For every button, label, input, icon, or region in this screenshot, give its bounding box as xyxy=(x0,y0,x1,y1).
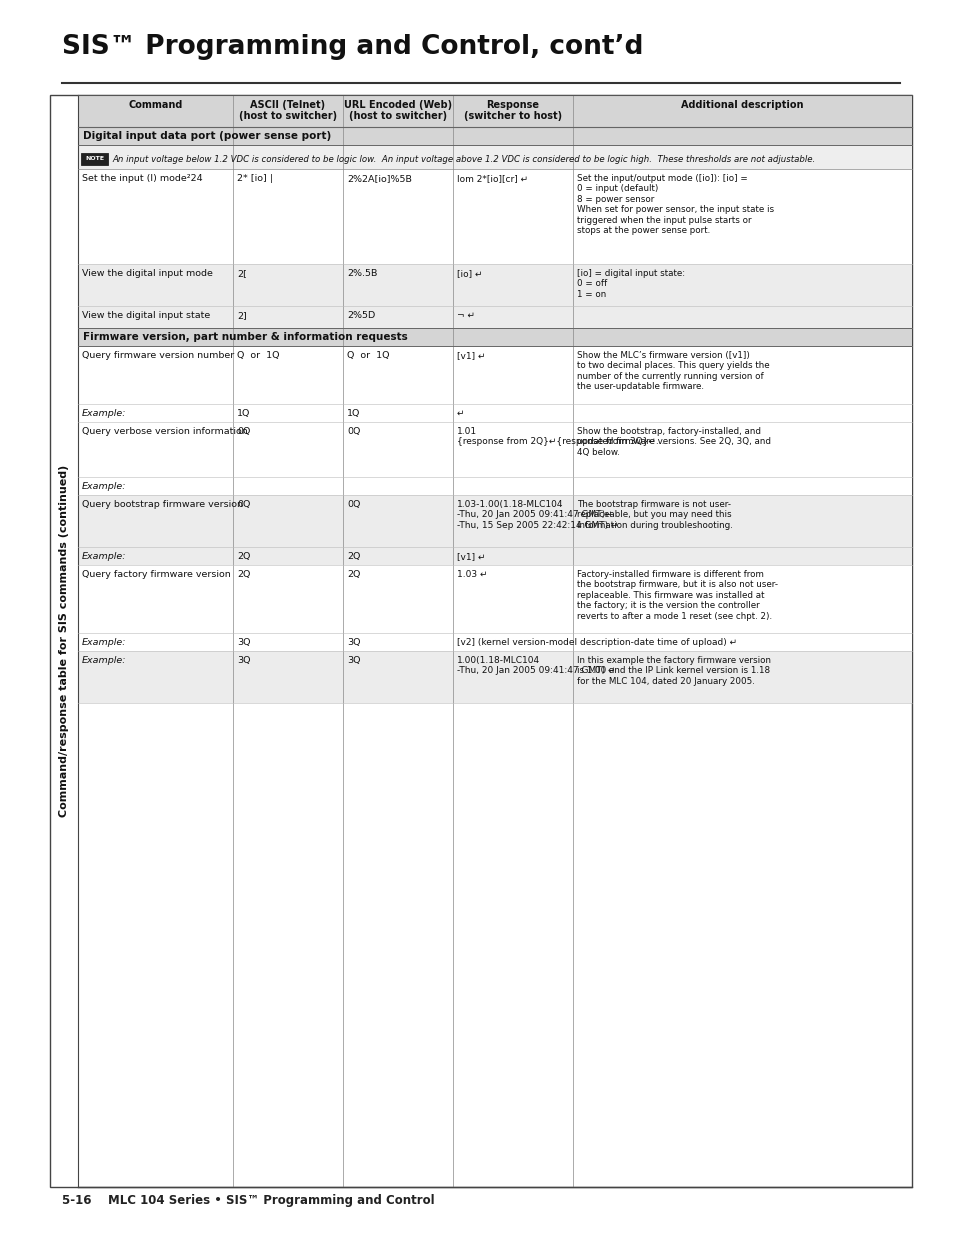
Bar xyxy=(78,404,911,422)
Text: 3Q: 3Q xyxy=(236,638,251,647)
Bar xyxy=(78,495,911,547)
Bar xyxy=(78,477,911,495)
Text: (switcher to host): (switcher to host) xyxy=(463,111,561,121)
Bar xyxy=(78,346,911,404)
Text: Set the input (I) mode²24: Set the input (I) mode²24 xyxy=(82,174,202,183)
Text: SIS™ Programming and Control, cont’d: SIS™ Programming and Control, cont’d xyxy=(62,35,643,61)
Text: (host to switcher): (host to switcher) xyxy=(238,111,336,121)
Bar xyxy=(78,329,911,346)
Text: Additional description: Additional description xyxy=(680,100,803,110)
Text: Digital input data port (power sense port): Digital input data port (power sense por… xyxy=(83,131,331,141)
Text: Query firmware version number: Query firmware version number xyxy=(82,351,234,359)
Text: 1Q: 1Q xyxy=(347,409,360,417)
Text: 5-16    MLC 104 Series • SIS™ Programming and Control: 5-16 MLC 104 Series • SIS™ Programming a… xyxy=(62,1194,435,1207)
Text: ¬ ↵: ¬ ↵ xyxy=(456,311,475,320)
Text: 2* [io] |: 2* [io] | xyxy=(236,174,273,183)
Bar xyxy=(78,634,911,651)
Text: 3Q: 3Q xyxy=(236,656,251,664)
Text: The bootstrap firmware is not user-
replaceable, but you may need this
informati: The bootstrap firmware is not user- repl… xyxy=(577,500,732,530)
Text: 2Q: 2Q xyxy=(347,552,360,561)
Bar xyxy=(50,95,911,1187)
Bar xyxy=(78,547,911,564)
Text: Query bootstrap firmware version: Query bootstrap firmware version xyxy=(82,500,243,509)
Text: Q  or  1Q: Q or 1Q xyxy=(347,351,389,359)
Text: Example:: Example: xyxy=(82,409,127,417)
Text: 3Q: 3Q xyxy=(347,656,360,664)
Text: Set the input/output mode ([io]): [io] =
0 = input (default)
8 = power sensor
Wh: Set the input/output mode ([io]): [io] =… xyxy=(577,174,773,235)
Text: 1.00(1.18-MLC104
-Thu, 20 Jan 2005 09:41:47 GMT) ↵: 1.00(1.18-MLC104 -Thu, 20 Jan 2005 09:41… xyxy=(456,656,615,676)
Text: ↵: ↵ xyxy=(456,409,464,417)
Text: Example:: Example: xyxy=(82,638,127,647)
Text: Q  or  1Q: Q or 1Q xyxy=(236,351,279,359)
Text: ASCII (Telnet): ASCII (Telnet) xyxy=(251,100,325,110)
Bar xyxy=(78,264,911,306)
Text: View the digital input mode: View the digital input mode xyxy=(82,269,213,278)
Text: [v1] ↵: [v1] ↵ xyxy=(456,351,485,359)
Bar xyxy=(78,169,911,264)
Text: [io] ↵: [io] ↵ xyxy=(456,269,482,278)
Text: 1.03-1.00(1.18-MLC104
-Thu, 20 Jan 2005 09:41:47 GMT)↵
-Thu, 15 Sep 2005 22:42:1: 1.03-1.00(1.18-MLC104 -Thu, 20 Jan 2005 … xyxy=(456,500,618,530)
Text: 2[: 2[ xyxy=(236,269,247,278)
Text: 0Q: 0Q xyxy=(347,500,360,509)
Text: 2%5D: 2%5D xyxy=(347,311,375,320)
Text: URL Encoded (Web): URL Encoded (Web) xyxy=(344,100,452,110)
Text: An input voltage below 1.2 VDC is considered to be logic low.  An input voltage : An input voltage below 1.2 VDC is consid… xyxy=(112,156,815,164)
Text: Example:: Example: xyxy=(82,656,127,664)
Text: Show the MLC’s firmware version ([v1])
to two decimal places. This query yields : Show the MLC’s firmware version ([v1]) t… xyxy=(577,351,769,391)
Text: 1.03 ↵: 1.03 ↵ xyxy=(456,571,487,579)
Bar xyxy=(78,651,911,703)
Text: In this example the factory firmware version
is 1.00 and the IP Link kernel vers: In this example the factory firmware ver… xyxy=(577,656,770,685)
Text: Example:: Example: xyxy=(82,482,127,492)
Text: Query factory firmware version: Query factory firmware version xyxy=(82,571,231,579)
Text: NOTE: NOTE xyxy=(86,156,105,161)
Text: 0Q: 0Q xyxy=(236,427,250,436)
Bar xyxy=(78,564,911,634)
Text: 1.01
{response from 2Q}↵{response from 3Q}↵...: 1.01 {response from 2Q}↵{response from 3… xyxy=(456,427,664,446)
Text: 0Q: 0Q xyxy=(236,500,250,509)
Text: Command: Command xyxy=(128,100,182,110)
Bar xyxy=(78,95,911,127)
Text: [v2] (kernel version-model description-date time of upload) ↵: [v2] (kernel version-model description-d… xyxy=(456,638,737,647)
Text: Firmware version, part number & information requests: Firmware version, part number & informat… xyxy=(83,332,407,342)
Text: Query verbose version information: Query verbose version information xyxy=(82,427,248,436)
Text: Response: Response xyxy=(486,100,539,110)
Text: 1Q: 1Q xyxy=(236,409,250,417)
FancyBboxPatch shape xyxy=(81,152,109,164)
Text: 2Q: 2Q xyxy=(236,571,250,579)
Text: Iom 2*[io][cr] ↵: Iom 2*[io][cr] ↵ xyxy=(456,174,528,183)
Text: 3Q: 3Q xyxy=(347,638,360,647)
Text: Show the bootstrap, factory-installed, and
updated firmware versions. See 2Q, 3Q: Show the bootstrap, factory-installed, a… xyxy=(577,427,770,457)
Bar xyxy=(78,144,911,169)
Text: 0Q: 0Q xyxy=(347,427,360,436)
Text: 2]: 2] xyxy=(236,311,247,320)
Text: View the digital input state: View the digital input state xyxy=(82,311,210,320)
Text: (host to switcher): (host to switcher) xyxy=(349,111,447,121)
Text: Factory-installed firmware is different from
the bootstrap firmware, but it is a: Factory-installed firmware is different … xyxy=(577,571,778,621)
Bar xyxy=(78,422,911,477)
Text: 2Q: 2Q xyxy=(347,571,360,579)
Text: [v1] ↵: [v1] ↵ xyxy=(456,552,485,561)
Text: Example:: Example: xyxy=(82,552,127,561)
Text: Command/response table for SIS commands (continued): Command/response table for SIS commands … xyxy=(59,464,69,818)
Text: [io] = digital input state:
0 = off
1 = on: [io] = digital input state: 0 = off 1 = … xyxy=(577,269,684,299)
Text: 2%2A[io]%5B: 2%2A[io]%5B xyxy=(347,174,412,183)
Bar xyxy=(78,127,911,144)
Bar xyxy=(78,306,911,329)
Text: 2Q: 2Q xyxy=(236,552,250,561)
Text: 2%.5B: 2%.5B xyxy=(347,269,377,278)
